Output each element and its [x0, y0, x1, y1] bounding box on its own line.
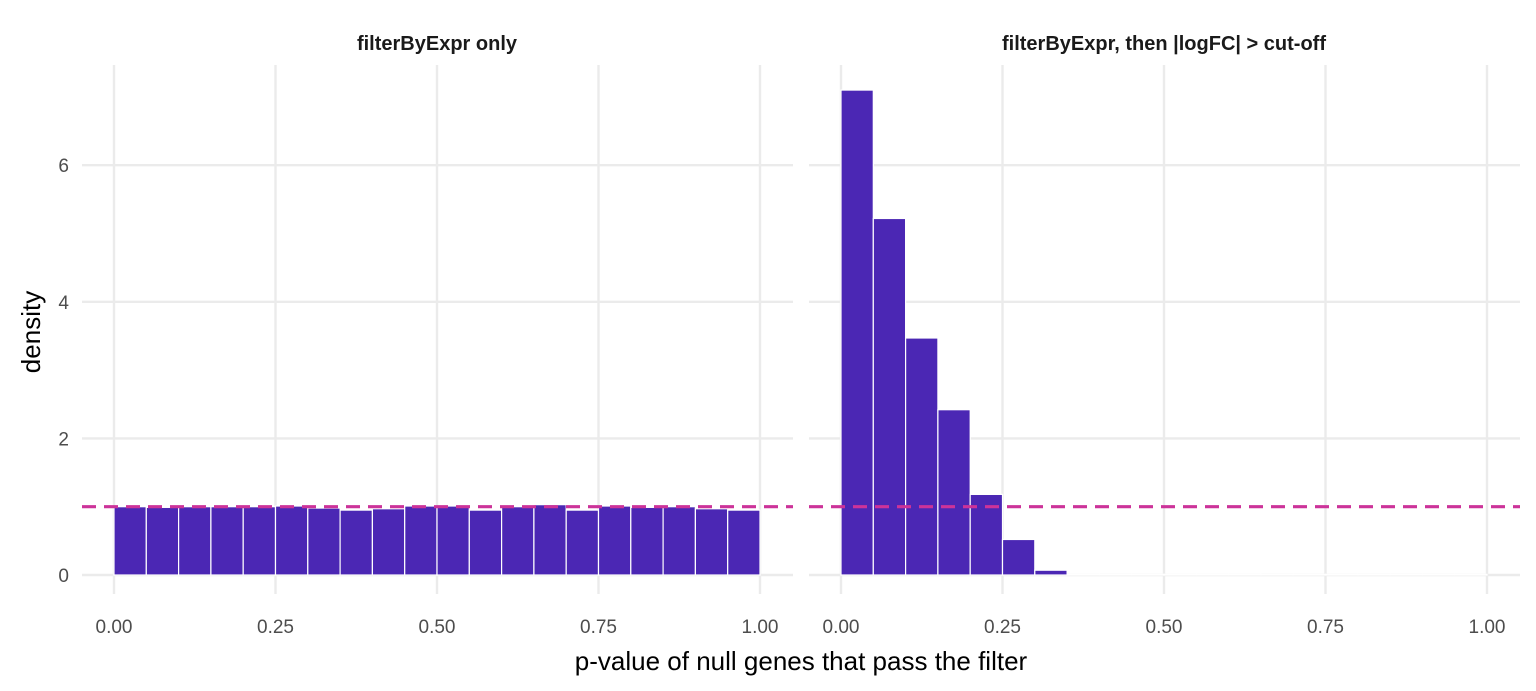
- histogram-bar: [694, 508, 729, 576]
- bars-right: [840, 89, 1488, 576]
- histogram-bar: [1260, 573, 1294, 576]
- histogram-bar: [1066, 573, 1100, 576]
- x-tick-label-1: 0.25: [984, 617, 1021, 638]
- histogram-bar: [178, 506, 212, 576]
- gridlines-left: [82, 65, 793, 594]
- x-tick-label-0: 0.00: [96, 617, 133, 638]
- histogram-bar: [371, 508, 406, 576]
- facet-right: filterByExpr, then |logFC| > cut-off 0.0…: [809, 33, 1520, 638]
- y-tick-label-2: 4: [58, 293, 69, 314]
- histogram-bar: [113, 506, 147, 576]
- histogram-bar: [501, 506, 535, 576]
- histogram-bar: [662, 506, 696, 576]
- histogram-bar: [1034, 569, 1068, 576]
- histogram-bar: [1357, 573, 1391, 576]
- histogram-bar: [1098, 573, 1133, 576]
- histogram-bar: [597, 505, 632, 576]
- x-tick-label-0: 0.00: [823, 617, 860, 638]
- facet-left: filterByExpr only 0.00 0.25 0.50 0.75 1.00: [82, 33, 793, 638]
- histogram-bar: [1227, 573, 1262, 576]
- histogram-bar: [1389, 573, 1423, 576]
- histogram-bar: [1421, 573, 1456, 576]
- facet-title-right: filterByExpr, then |logFC| > cut-off: [1002, 33, 1326, 55]
- x-tick-label-2: 0.50: [419, 617, 456, 638]
- x-tick-label-3: 0.75: [1307, 617, 1344, 638]
- bars-left: [113, 504, 761, 576]
- histogram-bar: [727, 509, 761, 576]
- y-tick-label-3: 6: [58, 156, 69, 177]
- histogram-bar: [533, 504, 567, 576]
- x-axis-title: p-value of null genes that pass the filt…: [575, 646, 1028, 676]
- histogram-bar: [339, 509, 374, 576]
- histogram-bar: [1324, 573, 1359, 576]
- y-tick-label-0: 0: [58, 566, 69, 587]
- histogram-bar: [1163, 573, 1197, 576]
- x-tick-label-2: 0.50: [1146, 617, 1183, 638]
- histogram-bar: [630, 506, 664, 576]
- histogram-bar: [404, 505, 438, 576]
- histogram-bar: [145, 506, 180, 576]
- histogram-bar: [1292, 573, 1327, 576]
- x-tick-label-4: 1.00: [742, 617, 779, 638]
- x-ticks-right: 0.00 0.25 0.50 0.75 1.00: [823, 617, 1506, 638]
- x-tick-label-1: 0.25: [257, 617, 294, 638]
- x-ticks-left: 0.00 0.25 0.50 0.75 1.00: [96, 617, 779, 638]
- histogram-bar: [436, 505, 470, 576]
- histogram-bar: [937, 409, 971, 576]
- histogram-bar: [468, 509, 503, 576]
- histogram-bar: [307, 507, 341, 576]
- histogram-bar: [904, 337, 939, 576]
- facet-title-left: filterByExpr only: [357, 33, 518, 55]
- histogram-bar: [565, 509, 600, 576]
- histogram-bar: [1454, 573, 1488, 576]
- histogram-bar: [1001, 538, 1036, 576]
- y-tick-label-1: 2: [58, 429, 69, 450]
- histogram-bar: [210, 506, 244, 576]
- x-tick-label-4: 1.00: [1469, 617, 1506, 638]
- histogram-bar: [1131, 573, 1165, 576]
- x-tick-label-3: 0.75: [580, 617, 617, 638]
- histogram-bar: [872, 217, 907, 576]
- y-ticks: 0 2 4 6: [58, 156, 69, 587]
- histogram-bar: [840, 89, 874, 576]
- y-axis-title: density: [16, 291, 46, 373]
- histogram-bar: [242, 506, 277, 576]
- histogram-bar: [274, 505, 309, 576]
- histogram-bar: [1195, 573, 1230, 576]
